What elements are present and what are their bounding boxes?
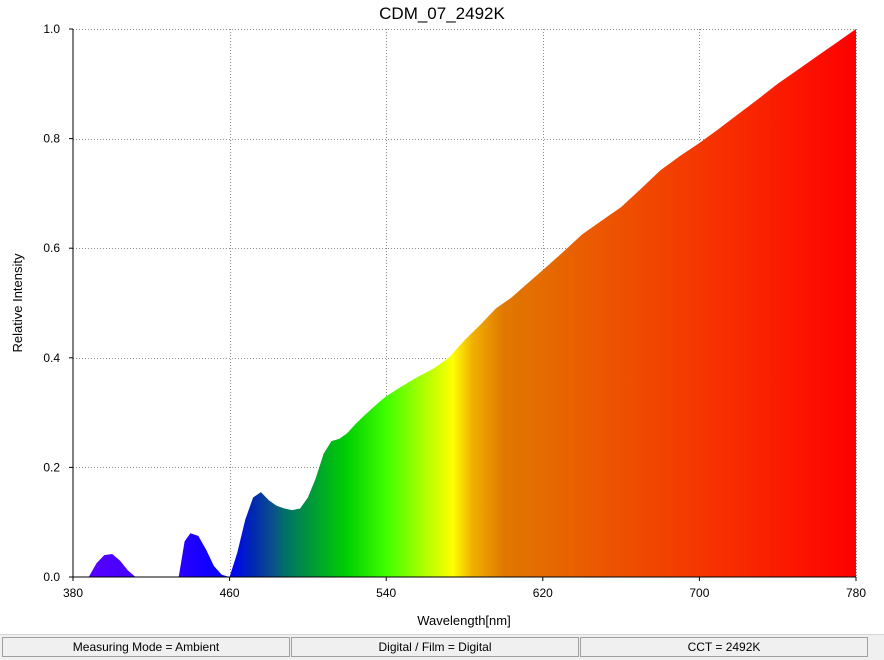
x-tick-label: 700 xyxy=(689,586,709,600)
y-tick-label: 0.8 xyxy=(43,132,60,146)
y-tick-label: 0.0 xyxy=(43,570,60,584)
x-tick-label: 380 xyxy=(63,586,83,600)
x-tick-label: 460 xyxy=(220,586,240,600)
x-axis-label: Wavelength[nm] xyxy=(417,613,510,628)
y-tick-label: 1.0 xyxy=(43,22,60,36)
status-measuring-mode: Measuring Mode = Ambient xyxy=(2,637,290,657)
x-tick-label: 620 xyxy=(533,586,553,600)
y-axis-label: Relative Intensity xyxy=(10,253,25,352)
y-tick-label: 0.6 xyxy=(43,241,60,255)
status-bar: Measuring Mode = Ambient Digital / Film … xyxy=(0,634,884,660)
x-tick-label: 780 xyxy=(846,586,866,600)
spectrum-area xyxy=(88,29,856,577)
y-tick-label: 0.4 xyxy=(43,351,60,365)
spectrum-chart: CDM_07_2492K 380 460 540 620 700 780 0.00.20.… xyxy=(10,4,866,628)
x-tick-label: 540 xyxy=(376,586,396,600)
x-tick-labels: 380 460 540 620 700 780 xyxy=(63,577,866,600)
status-cct: CCT = 2492K xyxy=(580,637,868,657)
y-tick-labels: 0.0 0.2 0.4 0.6 0.8 1.0 xyxy=(43,22,73,584)
chart-title: CDM_07_2492K xyxy=(379,4,505,23)
y-tick-label: 0.2 xyxy=(43,460,60,474)
status-digital-film: Digital / Film = Digital xyxy=(291,637,579,657)
plot-frame xyxy=(72,29,856,578)
